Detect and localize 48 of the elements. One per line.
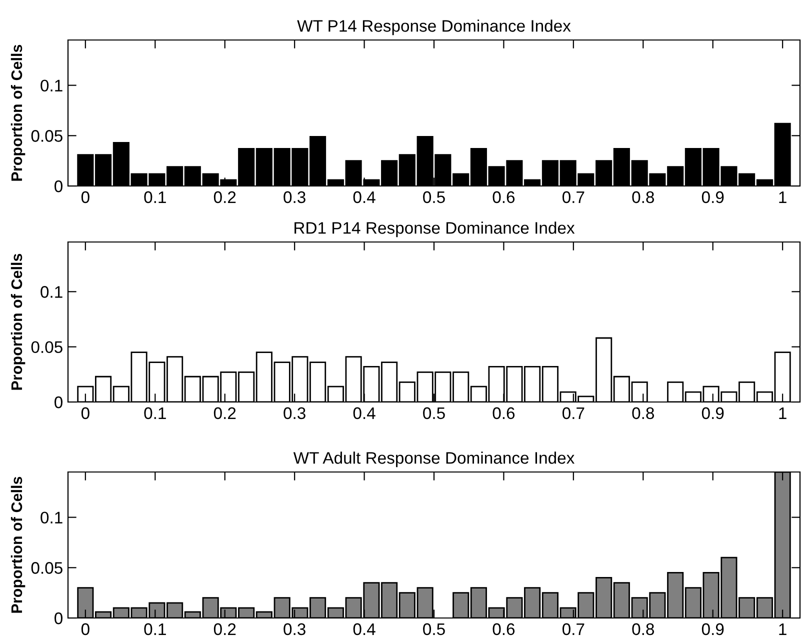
- x-tick-label: 0.7: [562, 407, 584, 420]
- y-tick-label: 0.1: [40, 512, 62, 524]
- chart-title: WT P14 Response Dominance Index: [297, 20, 571, 36]
- x-tick-label: 1: [779, 407, 786, 419]
- x-tick-label: 0.2: [214, 623, 236, 636]
- x-tick-label: 0.9: [702, 407, 724, 420]
- x-tick-label: 0.4: [353, 623, 376, 636]
- chart-title: WT Adult Response Dominance Index: [293, 452, 574, 468]
- y-tick-label: 0.1: [40, 80, 62, 92]
- x-tick-label: 0.8: [632, 191, 654, 204]
- x-tick-label: 0.6: [492, 191, 515, 204]
- x-tick-label: 0.5: [423, 191, 445, 204]
- chart-title: RD1 P14 Response Dominance Index: [294, 222, 575, 238]
- x-tick-label: 0.1: [144, 191, 166, 204]
- x-tick-label: 0.9: [702, 191, 724, 204]
- x-tick-label: 0.1: [144, 407, 166, 420]
- x-tick-label: 0.7: [562, 191, 584, 204]
- x-tick-label: 0: [81, 407, 90, 420]
- y-tick-label: 0.1: [40, 286, 62, 298]
- y-tick-label: 0.05: [31, 341, 62, 354]
- x-tick-label: 0.5: [423, 407, 445, 420]
- x-tick-label: 0.3: [284, 407, 306, 420]
- x-tick-label: 0.2: [214, 191, 236, 204]
- x-tick-label: 0.8: [632, 407, 654, 420]
- y-axis-title: Proportion of Cells: [10, 254, 26, 390]
- x-tick-label: 0.2: [214, 407, 236, 420]
- y-tick-label: 0.05: [31, 130, 62, 142]
- y-tick-label: 0.05: [31, 562, 62, 574]
- x-tick-label: 0.6: [492, 623, 515, 636]
- x-tick-label: 0.3: [284, 623, 306, 636]
- x-tick-label: 0.6: [492, 407, 515, 420]
- x-tick-label: 0.9: [702, 623, 724, 636]
- x-tick-label: 0: [81, 191, 90, 204]
- x-tick-label: 0.5: [423, 623, 445, 636]
- x-tick-label: 0.7: [562, 623, 584, 636]
- x-tick-label: 0.8: [632, 623, 654, 636]
- x-tick-label: 0.3: [284, 191, 306, 204]
- x-tick-label: 0: [81, 623, 90, 636]
- y-axis-title: Proportion of Cells: [10, 476, 26, 613]
- x-tick-label: 0.4: [353, 191, 376, 204]
- y-tick-label: 0: [54, 180, 62, 192]
- y-tick-label: 0: [54, 612, 62, 624]
- x-tick-label: 1: [779, 623, 786, 635]
- y-axis-title: Proportion of Cells: [10, 44, 26, 181]
- x-tick-label: 0.1: [144, 623, 166, 636]
- x-tick-label: 0.4: [353, 407, 376, 420]
- x-tick-label: 1: [779, 191, 786, 203]
- y-tick-label: 0: [54, 396, 62, 408]
